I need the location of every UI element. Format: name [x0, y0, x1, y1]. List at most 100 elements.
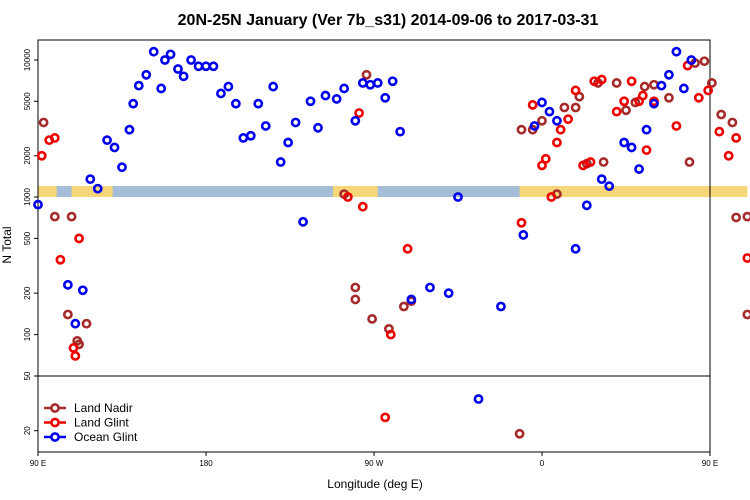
data-point — [193, 61, 204, 72]
data-point — [649, 79, 659, 90]
land-segment — [519, 186, 748, 197]
data-point — [380, 412, 391, 423]
data-point — [36, 150, 47, 161]
data-point — [173, 64, 183, 74]
data-point — [33, 199, 43, 210]
data-point — [596, 74, 607, 85]
y-tick-label: 50 — [23, 371, 32, 380]
land-segment — [332, 186, 378, 197]
data-point — [238, 133, 249, 143]
data-point — [641, 124, 652, 135]
y-tick-label: 10000 — [23, 48, 32, 71]
series-land-nadir — [38, 56, 750, 439]
data-point — [693, 92, 704, 103]
data-point — [514, 428, 525, 439]
y-tick-label: 200 — [23, 286, 32, 300]
data-point — [156, 83, 167, 94]
data-point — [570, 85, 581, 96]
data-point — [141, 69, 152, 80]
data-point — [186, 55, 196, 65]
x-tick-label: 180 — [199, 459, 213, 468]
data-point — [453, 192, 463, 202]
data-point — [611, 78, 622, 88]
y-tick-label: 500 — [23, 231, 32, 245]
data-point — [621, 105, 631, 116]
data-point — [201, 61, 211, 72]
y-tick-label: 5000 — [23, 92, 32, 110]
data-point — [68, 343, 79, 353]
data-point — [350, 294, 361, 305]
data-point — [686, 55, 697, 65]
data-point — [305, 96, 316, 107]
data-point — [742, 211, 750, 222]
data-point — [716, 109, 727, 120]
data-point — [626, 142, 637, 153]
data-point — [598, 157, 609, 167]
y-tick-label: 2000 — [23, 146, 32, 164]
y-axis-label: N Total — [0, 226, 14, 263]
data-point — [742, 253, 750, 263]
data-point — [656, 80, 667, 91]
data-point — [570, 243, 581, 254]
data-point — [637, 90, 648, 101]
data-point — [208, 61, 219, 72]
data-point — [367, 314, 378, 324]
data-point — [596, 174, 607, 185]
chart-title: 20N-25N January (Ver 7b_s31) 2014-09-06 … — [178, 12, 599, 29]
data-point — [85, 174, 96, 185]
data-point — [555, 124, 566, 135]
data-point — [298, 216, 308, 227]
x-axis: 90 E 180 90 W 0 90 E — [30, 452, 718, 468]
data-point — [70, 318, 81, 329]
data-point — [216, 88, 226, 99]
data-point — [49, 211, 60, 222]
data-point — [357, 78, 368, 88]
data-point — [641, 145, 652, 155]
data-point — [544, 106, 555, 117]
data-point — [283, 137, 294, 148]
y-tick-label: 20 — [23, 426, 32, 435]
data-point — [578, 160, 588, 171]
data-point — [552, 115, 562, 126]
data-point — [350, 115, 361, 126]
land-segment — [71, 186, 113, 197]
land-segment — [38, 186, 57, 197]
data-point — [275, 157, 286, 167]
data-point — [387, 76, 398, 87]
data-point — [516, 217, 527, 228]
data-point — [671, 121, 682, 131]
series-ocean-glint — [33, 46, 697, 404]
data-point — [518, 230, 529, 240]
data-point — [361, 69, 372, 80]
data-point — [639, 81, 650, 92]
data-point — [313, 122, 323, 133]
data-point — [38, 117, 49, 128]
data-point — [611, 106, 622, 117]
data-point — [443, 288, 454, 299]
data-point — [585, 157, 596, 167]
data-point — [385, 329, 396, 340]
data-point — [402, 243, 413, 254]
data-point — [372, 78, 383, 88]
data-point — [537, 115, 547, 126]
data-point — [339, 83, 350, 94]
data-point — [178, 71, 189, 82]
plot-border — [37, 39, 711, 453]
data-point — [354, 108, 364, 118]
data-point — [342, 192, 353, 202]
series-land-glint — [36, 60, 750, 423]
data-point — [604, 181, 615, 192]
data-point — [117, 162, 127, 173]
data-point — [723, 150, 734, 161]
data-point — [552, 137, 562, 148]
data-point — [55, 254, 66, 265]
legend-label: Land Nadir — [74, 401, 133, 415]
data-point — [425, 282, 435, 293]
data-point — [649, 98, 659, 109]
data-point — [678, 83, 689, 94]
data-point — [664, 69, 674, 80]
data-point — [529, 121, 540, 131]
data-point — [684, 157, 695, 167]
data-point — [77, 285, 88, 296]
